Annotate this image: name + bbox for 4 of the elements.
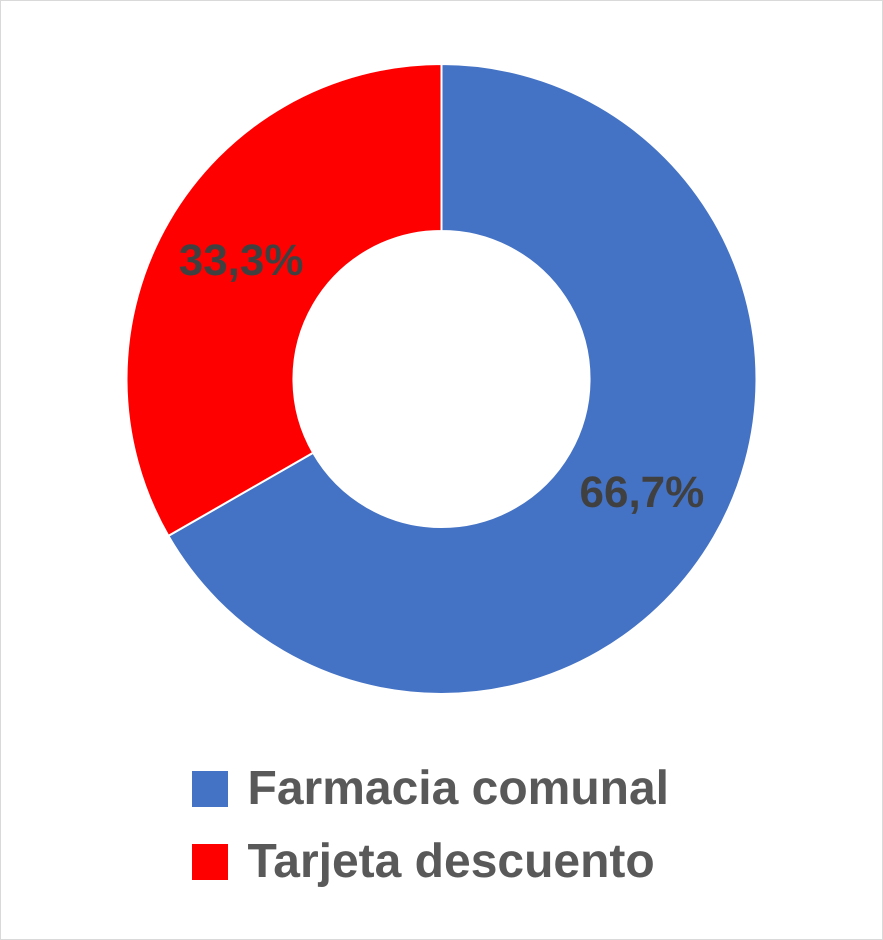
data-label: 33,3% [178,236,304,286]
legend-label: Farmacia comunal [248,761,669,816]
legend-label: Tarjeta descuento [248,834,655,889]
data-label: 66,7% [580,468,704,518]
